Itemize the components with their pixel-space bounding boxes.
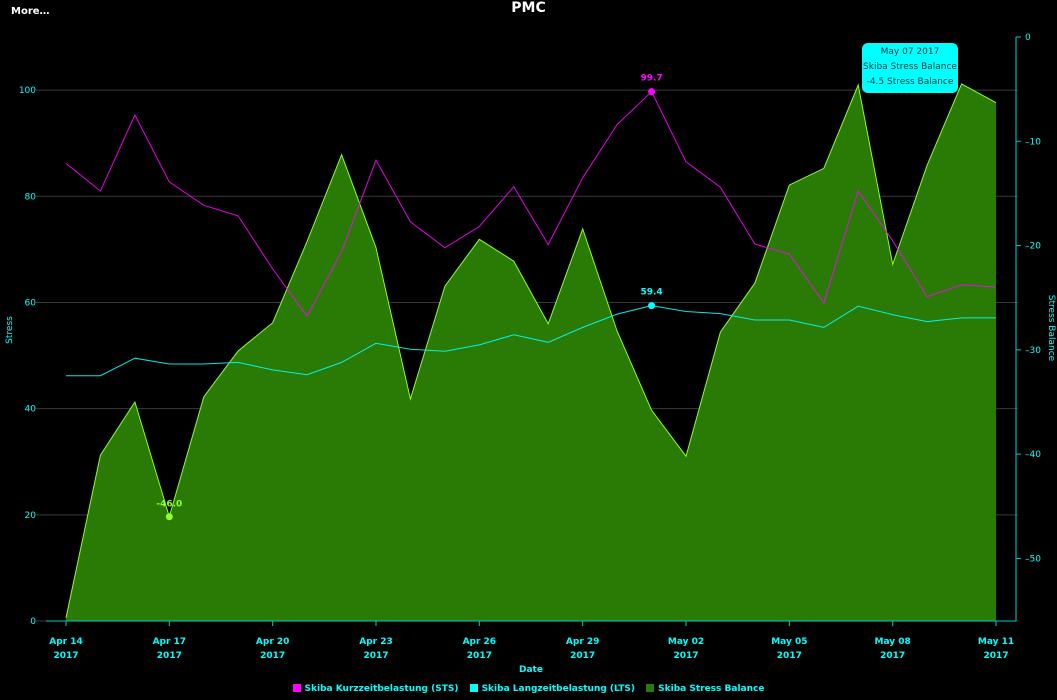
stress-balance-area <box>65 83 997 621</box>
legend: Skiba Kurzzeitbelastung (STS) Skiba Lang… <box>0 684 1057 694</box>
lts-peak-label: 59.4 <box>640 288 662 298</box>
legend-swatch-sts <box>292 684 301 692</box>
sts-peak-marker <box>648 88 656 96</box>
tooltip-date: May 07 2017 <box>880 47 940 57</box>
x-tick-year: 2017 <box>363 651 388 661</box>
y-tick-label: 80 <box>25 192 37 202</box>
y2-tick-label: –40 <box>1025 450 1041 460</box>
data-markers: 99.7 59.4 -46.0 <box>156 74 663 521</box>
x-tick-year: 2017 <box>880 651 905 661</box>
legend-item-ssb[interactable]: Skiba Stress Balance <box>646 684 764 694</box>
legend-label-lts: Skiba Langzeitbelastung (LTS) <box>481 684 636 694</box>
x-tick-label: May 11 <box>978 637 1014 647</box>
y-axis-label: Stress <box>5 316 15 344</box>
x-tick-year: 2017 <box>467 651 492 661</box>
y2-tick-label: –50 <box>1025 554 1041 564</box>
tooltip-value: -4.5 Stress Balance <box>866 77 954 87</box>
stress-balance-line <box>65 83 997 619</box>
balance-min-marker <box>165 513 173 521</box>
y-tick-label: 20 <box>25 511 37 521</box>
x-tick-year: 2017 <box>777 651 802 661</box>
x-axis-label: Date <box>519 665 543 675</box>
y-tick-label: 0 <box>30 617 36 627</box>
hover-tooltip: May 07 2017 Skiba Stress Balance -4.5 St… <box>862 43 958 93</box>
x-tick-year: 2017 <box>157 651 182 661</box>
tooltip-series: Skiba Stress Balance <box>863 62 957 72</box>
x-tick-year: 2017 <box>260 651 285 661</box>
x-tick-label: May 02 <box>668 637 704 647</box>
y2-tick-label: –20 <box>1025 242 1041 252</box>
balance-min-label: -46.0 <box>156 500 182 510</box>
stress-balance-fill <box>66 83 996 621</box>
legend-label-ssb: Skiba Stress Balance <box>658 684 765 694</box>
x-tick-label: Apr 23 <box>359 637 393 647</box>
legend-item-sts[interactable]: Skiba Kurzzeitbelastung (STS) <box>292 684 459 694</box>
x-tick-label: Apr 20 <box>256 637 290 647</box>
x-tick-label: May 05 <box>771 637 807 647</box>
sts-peak-label: 99.7 <box>640 74 662 84</box>
y-tick-label: 40 <box>25 405 37 415</box>
legend-item-lts[interactable]: Skiba Langzeitbelastung (LTS) <box>469 684 636 694</box>
x-tick-year: 2017 <box>983 651 1008 661</box>
legend-label-sts: Skiba Kurzzeitbelastung (STS) <box>304 684 459 694</box>
y2-tick-label: –10 <box>1025 137 1041 147</box>
x-tick-year: 2017 <box>53 651 78 661</box>
more-button[interactable]: More… <box>11 6 50 17</box>
y2-tick-label: –30 <box>1025 346 1041 356</box>
x-tick-label: Apr 29 <box>566 637 600 647</box>
x-axis: Apr 14 2017 Apr 17 2017 Apr 20 2017 Apr 23 2017… <box>46 620 1016 661</box>
x-tick-label: Apr 26 <box>463 637 497 647</box>
x-tick-label: Apr 17 <box>153 637 187 647</box>
legend-swatch-ssb <box>646 684 655 692</box>
x-tick-label: Apr 14 <box>49 637 83 647</box>
y-axis-right: 0 –10 –20 –30 –40 –50 <box>1015 33 1041 621</box>
lts-peak-marker <box>648 302 656 310</box>
lts-line <box>66 305 996 377</box>
y2-tick-label: 0 <box>1025 33 1031 43</box>
x-tick-label: May 08 <box>875 637 911 647</box>
x-tick-year: 2017 <box>570 651 595 661</box>
y2-axis-label: Stress Balance <box>1046 295 1056 362</box>
chart-title: PMC <box>511 0 546 16</box>
legend-swatch-lts <box>469 684 478 692</box>
y-tick-label: 60 <box>25 298 37 308</box>
x-tick-year: 2017 <box>673 651 698 661</box>
y-axis-left: 0 20 40 60 80 100 <box>19 86 36 627</box>
sts-line <box>65 90 997 318</box>
y-tick-label: 100 <box>19 86 36 96</box>
series-lines <box>65 90 997 377</box>
